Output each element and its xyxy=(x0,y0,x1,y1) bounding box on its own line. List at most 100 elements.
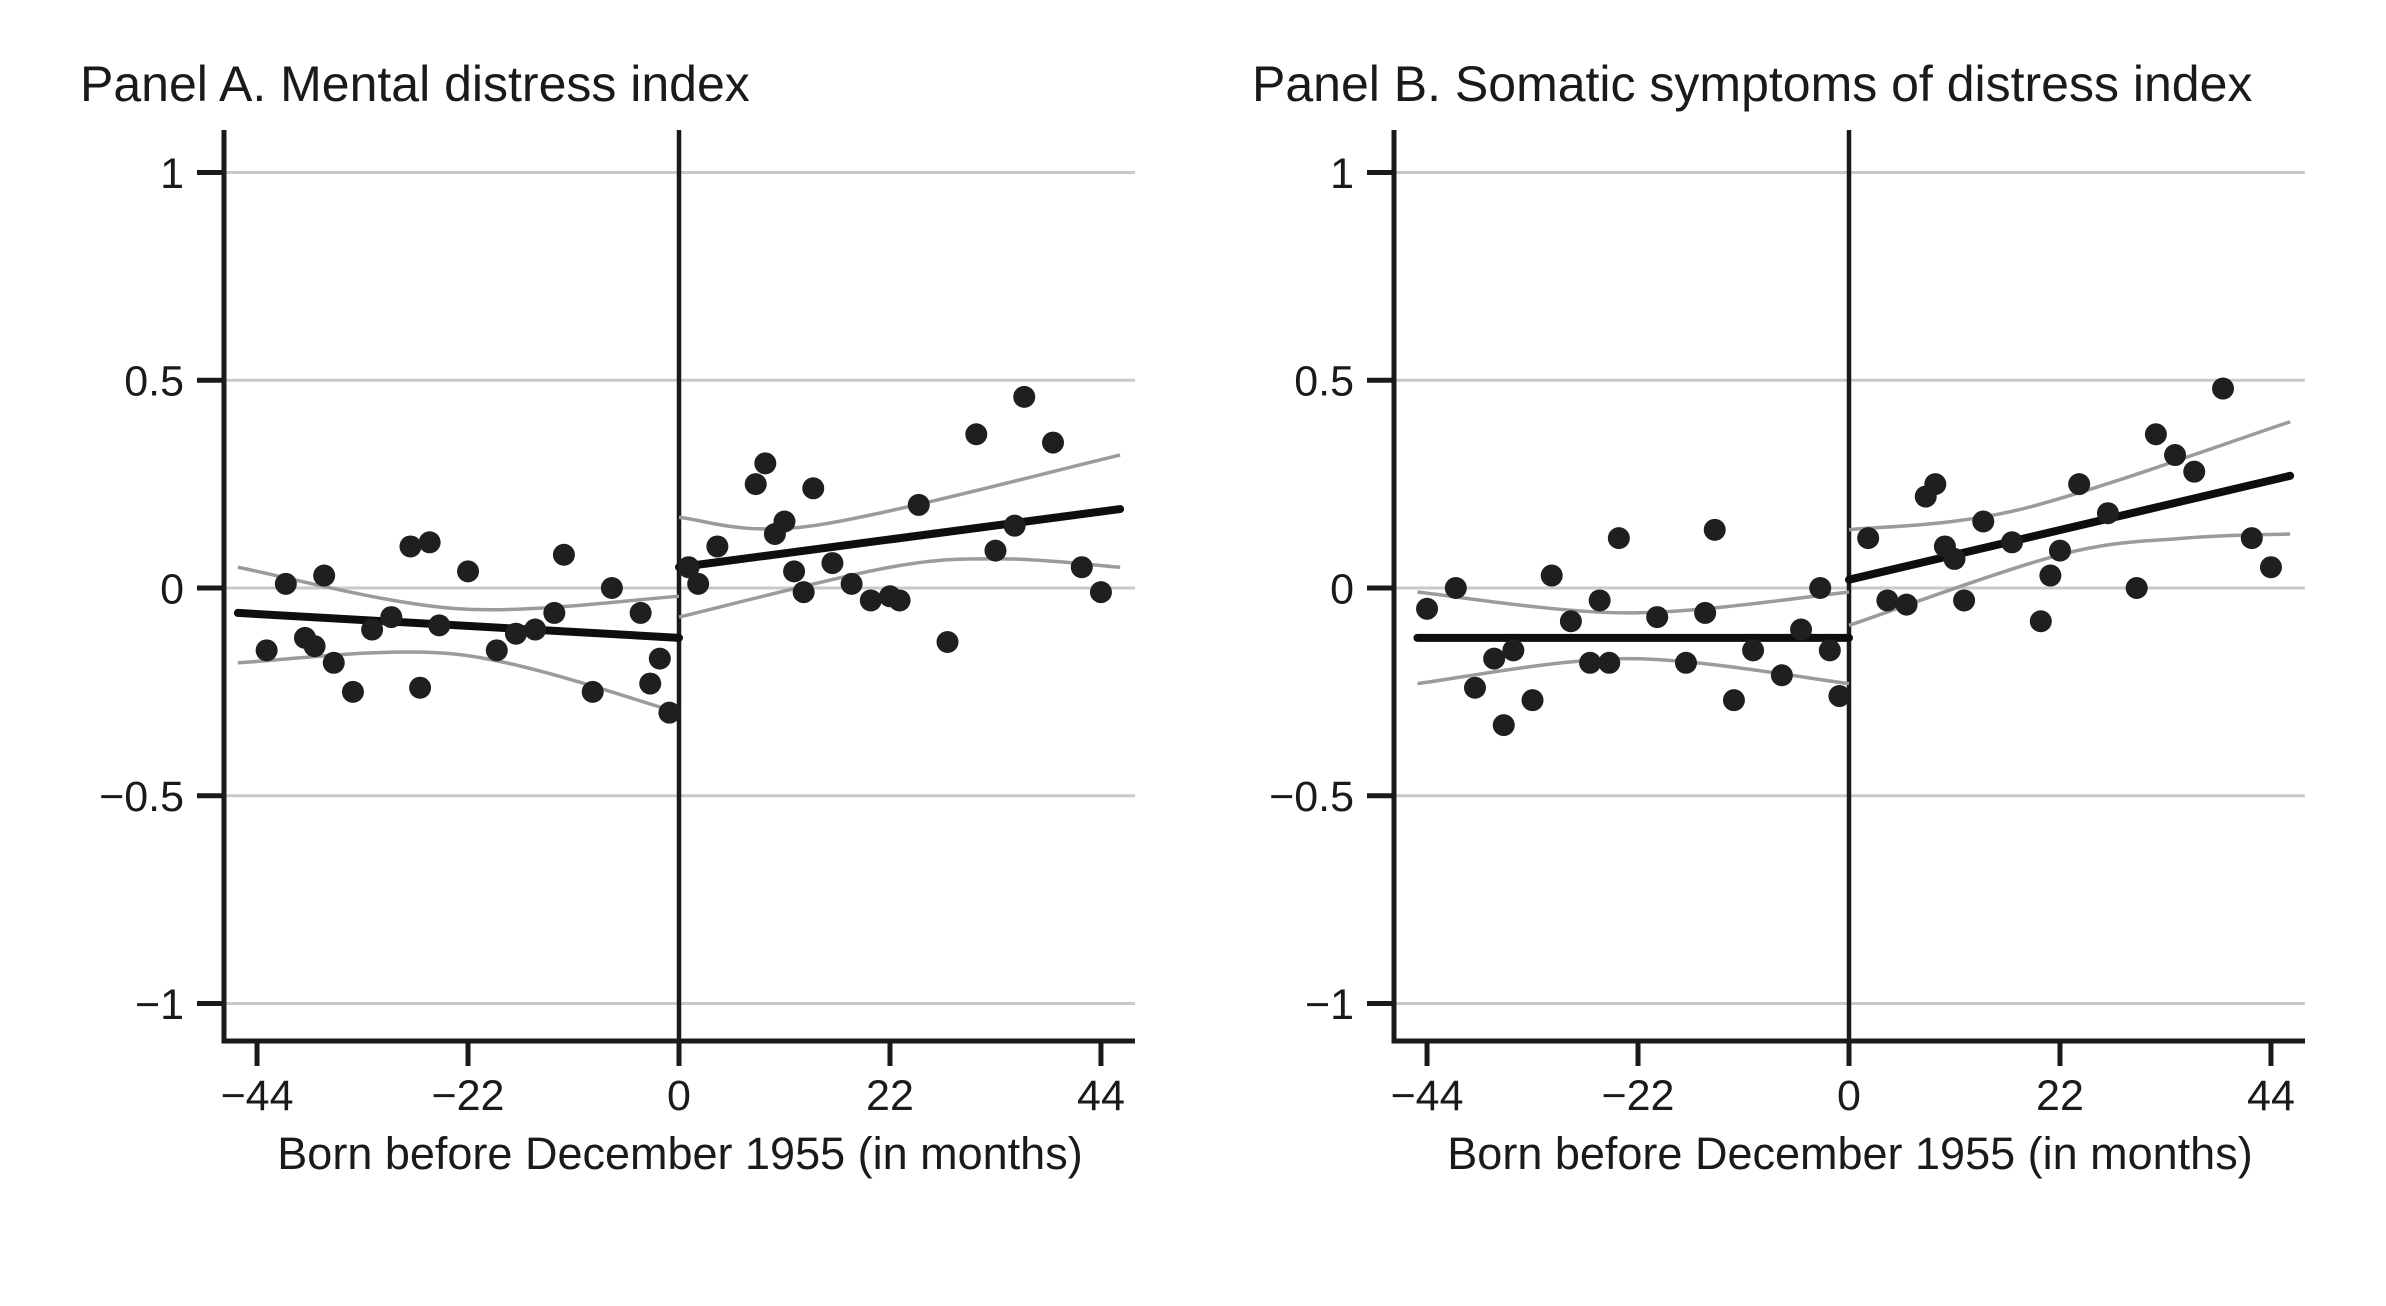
data-point xyxy=(1070,556,1093,579)
data-point xyxy=(485,639,508,662)
data-point xyxy=(859,589,882,612)
y-tick-label: −0.5 xyxy=(99,773,184,821)
data-point xyxy=(1463,676,1486,699)
data-point xyxy=(543,601,566,624)
data-point xyxy=(2164,444,2187,467)
ci-lower-post xyxy=(678,557,1121,619)
data-point xyxy=(706,535,729,558)
data-point xyxy=(1013,385,1036,408)
y-tick-label: −1 xyxy=(135,981,184,1029)
data-point xyxy=(1972,510,1995,533)
data-point xyxy=(639,672,662,695)
data-point xyxy=(418,531,441,554)
data-point xyxy=(629,601,652,624)
data-point xyxy=(504,622,527,645)
y-tick-label: −0.5 xyxy=(1269,773,1354,821)
x-tick-label: −22 xyxy=(432,1072,505,1120)
data-point xyxy=(1790,618,1813,641)
panel-a-xaxis-label: Born before December 1955 (in months) xyxy=(277,1128,1083,1179)
data-point xyxy=(361,618,384,641)
data-point xyxy=(2001,531,2024,554)
data-point xyxy=(2240,527,2263,550)
data-point xyxy=(1674,651,1697,674)
data-point xyxy=(1416,597,1439,620)
y-tick-label: 0.5 xyxy=(124,358,184,406)
data-point xyxy=(409,676,432,699)
y-tick-label: 0 xyxy=(160,565,184,613)
data-point xyxy=(687,572,710,595)
data-point xyxy=(2068,473,2091,496)
data-point xyxy=(888,589,911,612)
data-point xyxy=(936,631,959,654)
y-tick-label: 1 xyxy=(1330,150,1354,198)
data-point xyxy=(1703,518,1726,541)
data-point xyxy=(965,423,988,446)
ci-lower-post xyxy=(1848,532,2291,628)
data-point xyxy=(380,606,403,629)
data-point xyxy=(313,564,336,587)
data-point xyxy=(1828,685,1851,708)
data-point xyxy=(1646,606,1669,629)
data-point xyxy=(792,581,815,604)
x-tick-label: 44 xyxy=(2247,1072,2295,1120)
data-point xyxy=(1742,639,1765,662)
fit-line-post xyxy=(675,505,1125,572)
ci-upper-post xyxy=(1848,420,2291,532)
panel-b: 1 0.5 0 −0.5 −1 −44 −22 0 22 44 xyxy=(1269,130,2305,1120)
data-point xyxy=(677,556,700,579)
data-point xyxy=(1492,714,1515,737)
fit-line-pre xyxy=(233,608,683,642)
x-tick-label: 22 xyxy=(866,1072,914,1120)
data-point xyxy=(1953,589,1976,612)
ci-lower-pre xyxy=(1417,656,1850,686)
scatter-points-post xyxy=(677,385,1112,654)
data-point xyxy=(907,493,930,516)
data-point xyxy=(1598,651,1621,674)
data-point xyxy=(648,647,671,670)
data-point xyxy=(1924,473,1947,496)
data-point xyxy=(1444,577,1467,599)
data-point xyxy=(802,477,825,500)
data-point xyxy=(821,552,844,575)
data-point xyxy=(1876,589,1899,612)
data-point xyxy=(1895,593,1918,616)
y-tick-label: 0 xyxy=(1330,565,1354,613)
data-point xyxy=(1540,564,1563,587)
data-point xyxy=(1722,689,1745,712)
x-tick-label: 22 xyxy=(2036,1072,2084,1120)
data-point xyxy=(1502,639,1525,662)
data-point xyxy=(1818,639,1841,662)
panel-b-title: Panel B. Somatic symptoms of distress in… xyxy=(1252,56,2253,112)
x-tick-label: −22 xyxy=(1602,1072,1675,1120)
ci-upper-pre xyxy=(1417,590,1850,615)
data-point xyxy=(744,473,767,496)
data-point xyxy=(524,618,547,641)
data-point xyxy=(1483,647,1506,670)
y-tick-label: 0.5 xyxy=(1294,358,1354,406)
data-point xyxy=(457,560,480,583)
x-tick-label: 0 xyxy=(667,1072,691,1120)
fit-line-post xyxy=(1845,471,2295,584)
data-point xyxy=(1809,577,1832,599)
y-tick-label: −1 xyxy=(1305,981,1354,1029)
data-point xyxy=(773,510,796,533)
data-point xyxy=(552,543,575,566)
data-point xyxy=(600,577,623,599)
data-point xyxy=(428,614,451,637)
panel-a-title: Panel A. Mental distress index xyxy=(80,56,750,112)
data-point xyxy=(2144,423,2167,446)
data-point xyxy=(1089,581,1112,604)
data-point xyxy=(2212,377,2235,400)
data-point xyxy=(1521,689,1544,712)
data-point xyxy=(1607,527,1630,550)
x-tick-label: −44 xyxy=(221,1072,294,1120)
data-point xyxy=(274,572,297,595)
x-tick-label: 0 xyxy=(1837,1072,1861,1120)
data-point xyxy=(2183,460,2206,483)
data-point xyxy=(2029,610,2052,633)
data-point xyxy=(984,539,1007,562)
data-point xyxy=(1857,527,1880,550)
data-point xyxy=(322,651,345,674)
